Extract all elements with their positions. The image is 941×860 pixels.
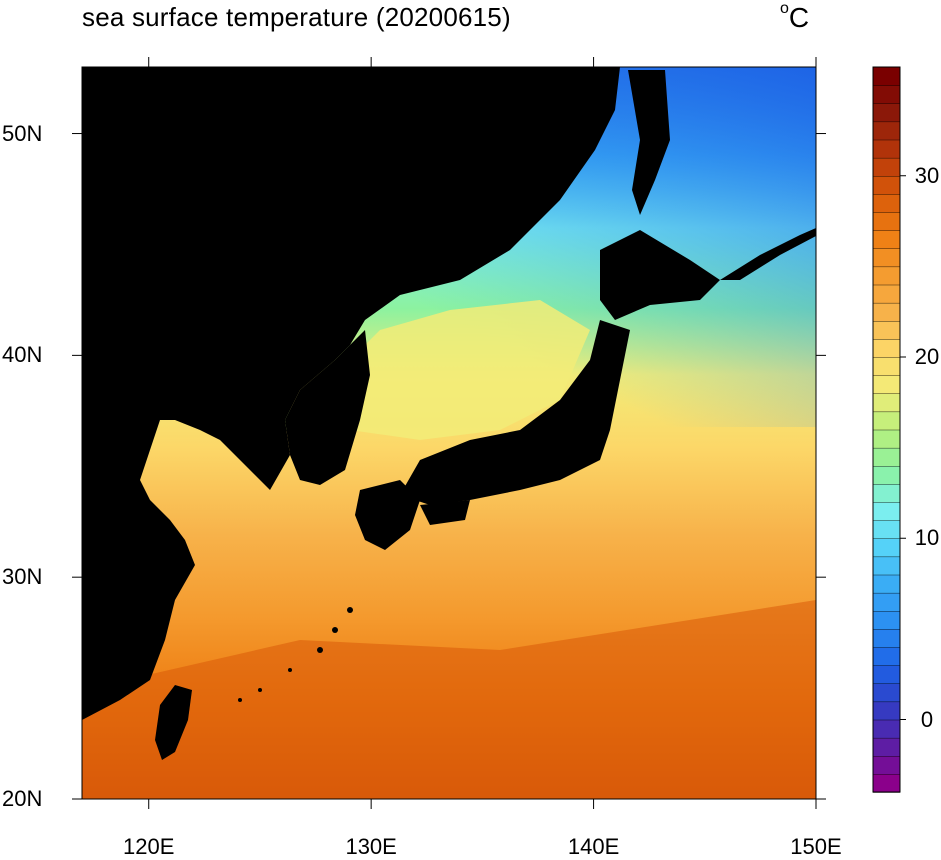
japan-sea-warm-area [330, 300, 590, 440]
colorbar-swatch [872, 628, 901, 648]
colorbar-swatch [872, 556, 901, 576]
colorbar-swatch [872, 320, 901, 340]
colorbar-swatch [872, 175, 901, 195]
colorbar-swatch [872, 411, 901, 431]
colorbar-swatch [872, 356, 901, 376]
colorbar-swatch [872, 121, 901, 141]
colorbar-swatch [872, 592, 901, 612]
kyushu-land [355, 480, 420, 550]
continent-land [82, 67, 620, 720]
sakhalin-land [628, 70, 670, 215]
colorbar-swatch [872, 737, 901, 757]
colorbar-swatch [872, 66, 901, 86]
colorbar-swatch [872, 574, 901, 594]
kuril-land [720, 228, 816, 280]
colorbar-swatch [872, 157, 901, 177]
colorbar-swatch [872, 393, 901, 413]
honshu-land [400, 320, 630, 505]
colorbar-swatch [872, 538, 901, 558]
hokkaido-land [600, 230, 720, 320]
y-tick-label: 20N [2, 786, 43, 811]
warm-tongue [82, 600, 816, 799]
map-title: sea surface temperature (20200615) [82, 2, 511, 32]
colorbar-tick-label: 10 [914, 525, 940, 551]
colorbar-ticks [900, 175, 906, 720]
colorbar-swatch [872, 483, 901, 503]
map-field [82, 67, 816, 799]
colorbar-swatch [872, 701, 901, 721]
colorbar-swatch [872, 755, 901, 775]
shikoku-land [420, 500, 470, 525]
colorbar-swatch [872, 465, 901, 485]
colorbar-swatch [872, 646, 901, 666]
y-tick-label: 50N [2, 120, 43, 146]
ryukyu-islands [238, 607, 353, 702]
units-label: oC [780, 0, 810, 33]
x-tick-label: 150E [790, 834, 842, 859]
colorbar-tick-label: 30 [914, 162, 940, 188]
colorbar-swatch [872, 84, 901, 104]
colorbar-swatch [872, 519, 901, 539]
colorbar-swatch [872, 193, 901, 213]
colorbar-swatch [872, 211, 901, 231]
colorbar [872, 66, 901, 793]
colorbar-swatch [872, 773, 901, 793]
colorbar-swatch [872, 338, 901, 358]
colorbar-swatch [872, 266, 901, 286]
colorbar-swatch [872, 683, 901, 703]
colorbar-swatch [872, 447, 901, 467]
colorbar-swatch [872, 248, 901, 268]
korea-land [285, 330, 370, 485]
x-tick-label: 140E [567, 834, 620, 859]
map-frame [81, 66, 817, 800]
colorbar-swatch [872, 103, 901, 123]
colorbar-swatch [872, 664, 901, 684]
colorbar-tick-label: 20 [914, 344, 940, 369]
colorbar-swatch [872, 374, 901, 394]
colorbar-swatch [872, 302, 901, 322]
colorbar-tick-label: 0 [920, 706, 934, 732]
colorbar-swatch [872, 139, 901, 159]
x-tick-label: 130E [345, 834, 397, 859]
colorbar-swatch [872, 719, 901, 739]
colorbar-swatch [872, 229, 901, 249]
colorbar-swatch [872, 429, 901, 449]
colorbar-swatch [872, 501, 901, 521]
x-tick-label: 120E [123, 834, 175, 859]
y-tick-label: 40N [2, 342, 43, 368]
colorbar-swatch [872, 610, 901, 630]
y-tick-label: 30N [2, 564, 43, 590]
map-ticks [72, 57, 826, 809]
taiwan-land [155, 685, 192, 760]
colorbar-frame [872, 66, 901, 793]
colorbar-swatch [872, 284, 901, 304]
